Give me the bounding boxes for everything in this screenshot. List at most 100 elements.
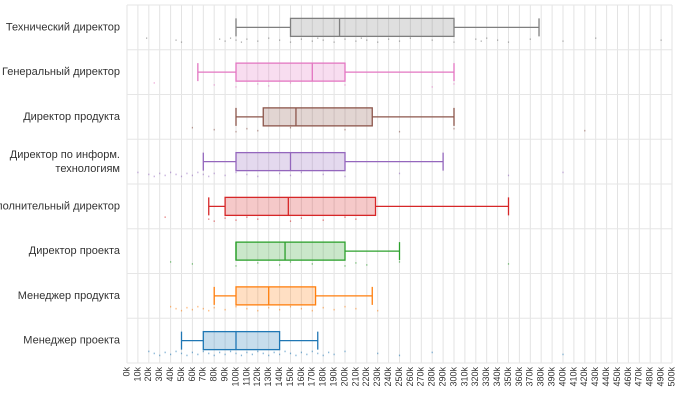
- data-point: [197, 353, 199, 356]
- data-point: [529, 38, 531, 40]
- data-point: [507, 41, 510, 43]
- data-point: [398, 40, 401, 42]
- x-tick-label: 170k: [307, 367, 317, 387]
- data-point: [311, 40, 313, 42]
- data-point: [311, 263, 313, 265]
- data-point: [306, 353, 308, 356]
- x-tick-label: 460k: [623, 367, 633, 387]
- data-point: [398, 354, 401, 357]
- data-point: [213, 84, 215, 86]
- data-point: [453, 41, 455, 43]
- data-point: [213, 354, 215, 357]
- data-point: [208, 352, 210, 355]
- x-tick-label: 390k: [546, 367, 556, 387]
- data-point: [164, 216, 166, 218]
- x-tick-labels: 0k 10k 20k 30k 40k 50k 60k 70k 80k 90k 100k 110k 120…: [121, 367, 676, 387]
- x-tick-label: 210k: [350, 367, 360, 387]
- x-tick-label: 100k: [230, 367, 240, 387]
- data-point: [333, 41, 335, 43]
- data-point: [289, 220, 292, 222]
- data-point: [213, 306, 215, 309]
- data-point: [257, 129, 259, 132]
- data-point: [322, 39, 324, 41]
- data-point: [235, 171, 237, 174]
- row-label: Генеральный директор: [2, 66, 120, 78]
- x-tick-label: 250k: [394, 367, 404, 387]
- data-point: [159, 172, 161, 175]
- data-point: [219, 38, 221, 40]
- data-point: [507, 174, 510, 177]
- data-point: [289, 261, 292, 263]
- data-point: [366, 39, 368, 41]
- boxes-layer: [180, 17, 540, 351]
- data-point: [197, 305, 199, 308]
- x-tick-label: 260k: [405, 367, 415, 387]
- row-label: Менеджер продукта: [18, 290, 121, 302]
- data-point: [180, 352, 183, 355]
- data-point: [300, 38, 302, 40]
- data-point: [235, 130, 237, 133]
- iqr-box: [235, 286, 317, 306]
- row-label: Директор по информ. технологиям: [10, 149, 120, 175]
- data-point: [311, 309, 313, 312]
- iqr-box: [224, 196, 377, 217]
- data-point: [268, 354, 270, 357]
- x-tick-label: 240k: [383, 367, 393, 387]
- row-label: Исполнительный директор: [0, 200, 120, 212]
- data-point: [289, 41, 292, 43]
- data-point: [186, 172, 188, 175]
- x-tick-label: 30k: [154, 367, 164, 382]
- data-point: [486, 37, 488, 39]
- data-point: [497, 39, 499, 41]
- data-point: [300, 217, 302, 219]
- row-label-line: Директор по информ.: [10, 149, 120, 161]
- x-tick-label: 70k: [198, 367, 208, 382]
- x-tick-label: 280k: [427, 367, 437, 387]
- data-point: [159, 354, 161, 357]
- x-tick-label: 330k: [481, 367, 491, 387]
- x-tick-label: 420k: [579, 367, 589, 387]
- data-point: [240, 41, 243, 43]
- data-point: [180, 309, 183, 312]
- data-point: [300, 307, 302, 310]
- data-point: [431, 39, 433, 41]
- data-point: [246, 38, 248, 40]
- data-point: [344, 175, 346, 178]
- data-point: [148, 173, 150, 176]
- data-point: [475, 38, 477, 40]
- data-point: [153, 175, 155, 178]
- x-tick-label: 50k: [176, 367, 186, 382]
- data-point: [235, 265, 237, 267]
- data-point: [333, 308, 335, 311]
- points-layer: [137, 37, 662, 357]
- x-tick-label: 270k: [416, 367, 426, 387]
- data-point: [229, 37, 232, 39]
- x-tick-label: 490k: [655, 367, 665, 387]
- data-point: [170, 261, 172, 263]
- data-point: [229, 350, 232, 353]
- data-point: [137, 171, 139, 174]
- row-label: Директор проекта: [29, 245, 121, 257]
- data-point: [257, 175, 259, 178]
- x-tick-label: 10k: [132, 367, 142, 382]
- data-point: [153, 82, 155, 84]
- data-point: [180, 41, 183, 43]
- x-tick-label: 110k: [241, 367, 251, 386]
- row-label: Директор продукта: [23, 111, 121, 123]
- iqr-box: [202, 330, 281, 351]
- data-point: [431, 351, 433, 354]
- data-point: [257, 262, 259, 264]
- x-tick-label: 470k: [634, 367, 644, 387]
- data-point: [344, 128, 346, 131]
- iqr-box: [262, 107, 373, 127]
- data-point: [235, 86, 237, 88]
- x-tick-label: 20k: [143, 367, 153, 382]
- x-tick-label: 190k: [328, 367, 338, 387]
- data-point: [322, 354, 324, 357]
- data-point: [164, 174, 166, 177]
- data-point: [409, 37, 411, 39]
- data-point: [344, 38, 346, 40]
- data-point: [202, 173, 204, 176]
- data-point: [257, 350, 259, 353]
